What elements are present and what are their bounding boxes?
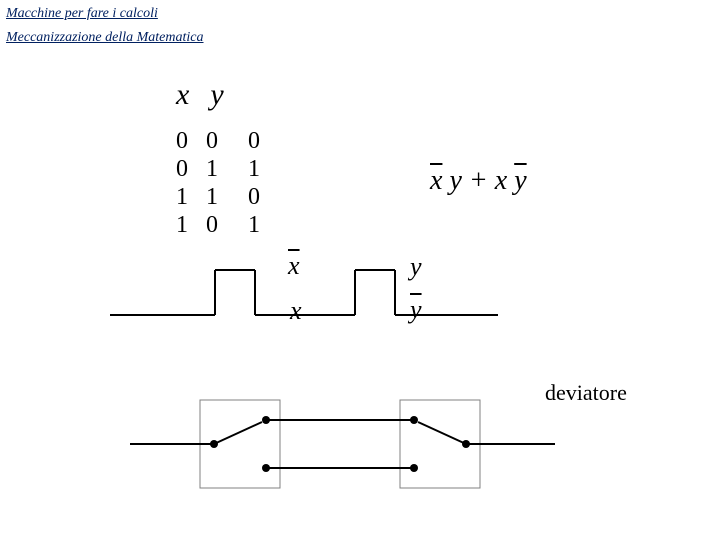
upper-label-xbar: x [288, 251, 300, 281]
tt-out-1: 1 [248, 156, 260, 183]
tt-out-3: 1 [248, 212, 260, 239]
th-y: y [210, 78, 223, 111]
tt-row-3: 1 0 [176, 212, 218, 239]
tt-r0-y: 0 [206, 128, 218, 154]
tt-out-0: 0 [248, 128, 260, 155]
tt-row-1: 0 1 [176, 156, 218, 183]
page-header-line-2: Meccanizzazione della Matematica [6, 30, 204, 46]
truth-table-header: x y [176, 78, 224, 112]
expr-xbar: x [430, 165, 442, 196]
tt-row-2: 1 1 [176, 184, 218, 211]
upper-circuit [0, 0, 720, 540]
tt-row-0: 0 0 [176, 128, 218, 155]
tt-r1-x: 0 [176, 156, 188, 182]
tt-r2-x: 1 [176, 184, 188, 210]
boolean-expression: x y + x y [430, 165, 527, 197]
expr-mid: y + x [442, 165, 514, 196]
tt-out-2: 0 [248, 184, 260, 211]
lbl-ybar: y [410, 295, 422, 324]
page-header-line-1: Macchine per fare i calcoli [6, 6, 158, 22]
lbl-xbar: x [288, 251, 300, 280]
tt-r1-y: 1 [206, 156, 218, 182]
tt-r0-x: 0 [176, 128, 188, 154]
tt-r2-y: 1 [206, 184, 218, 210]
th-x: x [176, 78, 189, 111]
upper-label-y: y [410, 252, 422, 282]
upper-label-ybar: y [410, 295, 422, 325]
tt-r3-x: 1 [176, 212, 188, 238]
deviatore-circuit [0, 0, 720, 540]
upper-label-x: x [290, 296, 302, 326]
expr-ybar: y [514, 165, 526, 196]
tt-r3-y: 0 [206, 212, 218, 238]
deviatore-label: deviatore [545, 380, 627, 406]
